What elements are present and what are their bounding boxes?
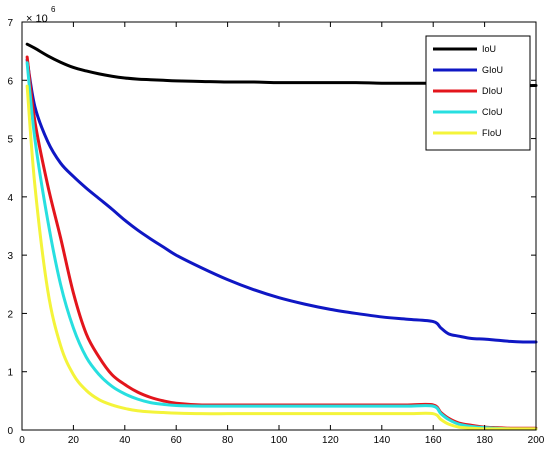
series-line-fiou <box>25 84 538 431</box>
x-tick-label: 160 <box>425 435 442 446</box>
legend-label-giou: GIoU <box>482 65 503 75</box>
legend-box <box>425 35 531 151</box>
y-tick-label: 2 <box>7 309 13 320</box>
y-tick-label: 4 <box>7 193 13 204</box>
legend-label-fiou: FIoU <box>482 128 502 138</box>
x-tick-label: 80 <box>222 435 234 446</box>
axis-ticks: 0 20 40 60 80 100 120 140 160 180 200 0 1 2 3 4 5 6 7 <box>7 18 544 446</box>
legend-label-ciou: CIoU <box>482 107 503 117</box>
y-tick-label: 1 <box>7 368 13 379</box>
series-lines <box>25 42 538 431</box>
x-tick-label: 120 <box>322 435 339 446</box>
y-tick-label: 7 <box>7 18 13 29</box>
x-tick-label: 100 <box>271 435 288 446</box>
legend: IoU GIoU DIoU CIoU FIoU <box>425 35 531 151</box>
x-tick-label: 60 <box>171 435 183 446</box>
x-tick-label: 20 <box>68 435 80 446</box>
y-axis-multiplier: × 10 6 <box>26 5 56 25</box>
y-tick-label: 6 <box>7 76 13 87</box>
series-line-ciou <box>25 61 538 431</box>
legend-label-diou: DIoU <box>482 86 503 96</box>
legend-label-iou: IoU <box>482 44 496 54</box>
x-tick-label: 40 <box>119 435 131 446</box>
y-tick-label: 5 <box>7 135 13 146</box>
x-tick-label: 140 <box>373 435 390 446</box>
y-tick-label: 0 <box>7 426 13 437</box>
series-line-giou <box>25 58 538 344</box>
y-tick-label: 3 <box>7 251 13 262</box>
y-multiplier-text: × 10 <box>26 13 48 25</box>
x-tick-label: 0 <box>19 435 25 446</box>
x-tick-label: 180 <box>476 435 493 446</box>
y-exponent-text: 6 <box>51 5 56 14</box>
x-tick-label: 200 <box>528 435 545 446</box>
